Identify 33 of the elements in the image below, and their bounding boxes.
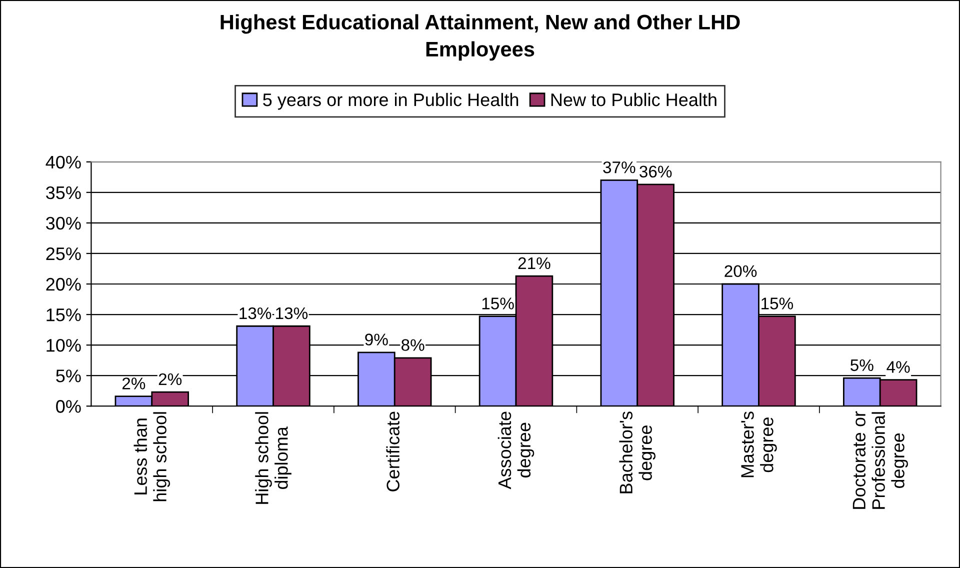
x-tick-label: Certificate (386, 412, 400, 492)
y-tick-label: 35% (46, 186, 81, 200)
x-tick-label: Bachelor's degree (619, 412, 656, 494)
y-tick-label: 25% (46, 247, 81, 260)
y-tick-label: 0% (56, 400, 81, 413)
x-tick-label: Less than high school (134, 412, 170, 502)
data-label: 13% (276, 307, 308, 320)
y-tick-label: 10% (46, 338, 81, 352)
y-tick-label: 30% (46, 216, 81, 230)
legend-label: 5 years or more in Public Health (263, 92, 518, 110)
data-label: 13% (240, 307, 272, 320)
data-label: 5% (850, 359, 874, 372)
y-tick-label: 20% (46, 278, 81, 291)
data-label: 2% (122, 378, 146, 390)
y-tick-label: 15% (46, 308, 81, 322)
x-tick-label: Doctorate or Professional degree (852, 411, 908, 509)
data-label: 36% (640, 166, 672, 178)
data-label: 15% (762, 298, 794, 310)
data-label: 2% (158, 373, 182, 386)
data-label: 8% (402, 339, 424, 351)
data-label: 4% (886, 361, 910, 373)
data-label: 9% (365, 334, 388, 346)
x-tick-label: Associate degree (498, 412, 534, 490)
data-label: 21% (518, 257, 550, 270)
data-label: 20% (724, 265, 757, 278)
x-tick-label: High school diploma (255, 412, 292, 504)
y-tick-label: 5% (56, 370, 81, 382)
x-tick-label: Master's degree (741, 412, 777, 478)
data-label: 37% (603, 161, 636, 174)
y-tick-label: 40% (46, 156, 81, 169)
data-label: 15% (482, 298, 514, 310)
legend-label: New to Public Health (551, 92, 716, 106)
chart-title: Highest Educational Attainment, New and Other LHD Employees (220, 14, 740, 61)
